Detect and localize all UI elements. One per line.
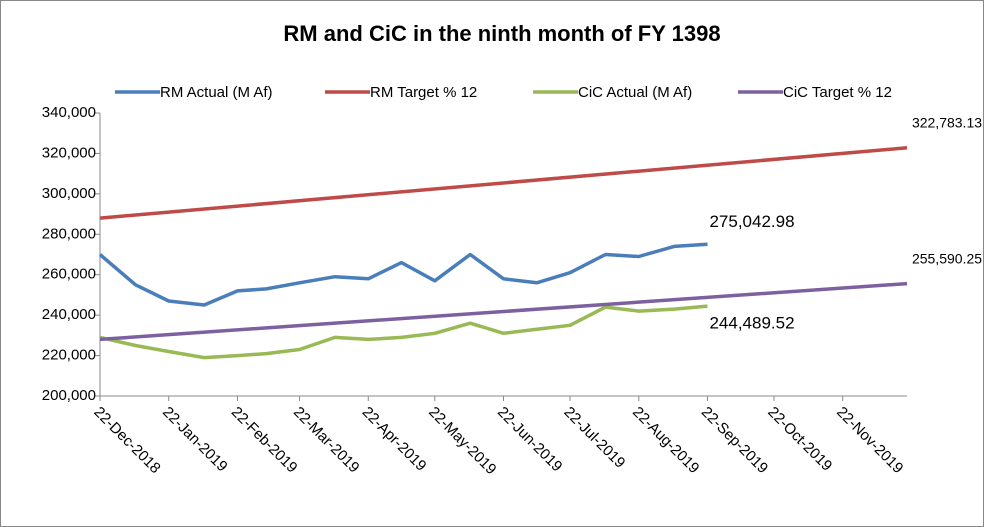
legend-label: RM Target % 12 [370, 84, 477, 101]
series-line [98, 242, 708, 307]
data-label: 322,783.13 [912, 115, 982, 131]
y-tick-label: 240,000 [42, 306, 96, 323]
data-label: 275,042.98 [709, 212, 794, 231]
y-tick-label: 220,000 [42, 347, 96, 364]
series-line [99, 281, 908, 342]
y-tick-label: 260,000 [42, 266, 96, 283]
y-tick-label: 340,000 [42, 104, 96, 121]
data-label: 244,489.52 [709, 314, 794, 333]
y-tick-label: 300,000 [42, 185, 96, 202]
y-tick-label: 200,000 [42, 387, 96, 404]
series-line [99, 146, 908, 220]
chart-title: RM and CiC in the ninth month of FY 1398 [283, 21, 720, 46]
y-tick-label: 320,000 [42, 144, 96, 161]
series-line [99, 304, 708, 360]
data-label: 255,590.25 [912, 250, 982, 266]
legend-label: CiC Actual (M Af) [578, 84, 692, 101]
legend-label: CiC Target % 12 [783, 84, 892, 101]
legend-label: RM Actual (M Af) [160, 84, 273, 101]
y-tick-label: 280,000 [42, 225, 96, 242]
